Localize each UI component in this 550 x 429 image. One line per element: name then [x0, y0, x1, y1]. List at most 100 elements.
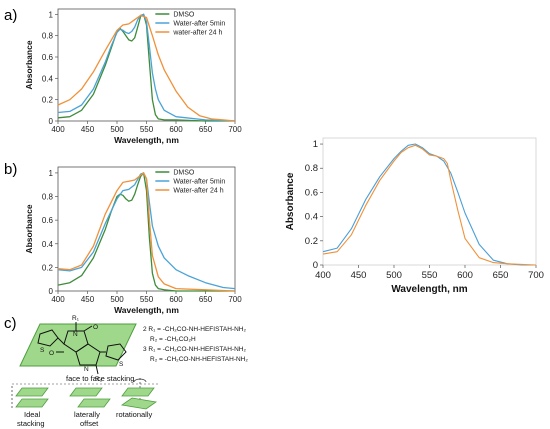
- right-xtick-label-2: 500: [386, 270, 402, 281]
- lateral-sheet-bottom: [77, 398, 111, 408]
- right-xtick-label-1: 450: [351, 270, 367, 281]
- a-xtick-label-4: 600: [169, 125, 183, 134]
- right-ytick-label-2: 0.4: [305, 212, 318, 223]
- b-xlabel: Wavelength, nm: [114, 305, 179, 315]
- right-series-line-0: [322, 143, 536, 266]
- lateral-sheet-top: [69, 387, 103, 397]
- sulfur-right: S: [119, 361, 124, 368]
- a-ytick-label-4: 0.8: [42, 32, 54, 41]
- panel-label-b: b): [4, 161, 17, 178]
- thiophene-right: [105, 343, 127, 361]
- compound2-r2: R₂ = -CH₂CO₂H: [150, 336, 196, 343]
- b-ylabel: Absorbance: [24, 204, 34, 253]
- b-legend-label-0: DMSO: [173, 170, 195, 177]
- sulfur-left: S: [40, 347, 45, 354]
- rot-sheet-top: [121, 387, 155, 397]
- ideal-label-line1: Ideal: [24, 410, 41, 419]
- b-xtick-label-0: 400: [51, 295, 65, 304]
- thiophene-left: [37, 329, 59, 347]
- b-ytick-label-1: 0.2: [42, 263, 54, 272]
- stacking-ideal: Ideal stacking: [11, 386, 49, 428]
- right-xtick-label-0: 400: [315, 270, 331, 281]
- b-xtick-label-1: 450: [81, 295, 95, 304]
- right-xtick-label-5: 650: [493, 270, 509, 281]
- b-xtick-label-6: 700: [228, 295, 242, 304]
- b-xtick-label-2: 500: [110, 295, 124, 304]
- stacking-lateral: laterally offset: [69, 387, 111, 428]
- panel-label-a: a): [4, 7, 17, 24]
- b-xtick-label-4: 600: [169, 295, 183, 304]
- b-ytick-label-3: 0.6: [42, 216, 54, 225]
- ideal-sheet-bottom: [15, 398, 49, 408]
- b-ytick-label-2: 0.4: [42, 240, 54, 249]
- a-series-line-0: [57, 13, 235, 122]
- right-ytick-label-5: 1: [313, 139, 318, 150]
- right-xtick-label-3: 550: [422, 270, 438, 281]
- right-ytick-label-3: 0.6: [305, 187, 318, 198]
- r2-label: R₂: [95, 376, 103, 383]
- lateral-label-line1: laterally: [74, 410, 100, 419]
- compound3-r2: R₂ = -CH₂CO-NH-HEFISTAH-NH₂: [150, 356, 248, 363]
- compound3-r1: 3 R₁ = -CH₂CO-NH-HEFISTAH-NH₂: [143, 346, 246, 353]
- a-xtick-label-3: 550: [140, 125, 154, 134]
- b-xtick-label-5: 650: [199, 295, 213, 304]
- a-xtick-label-0: 400: [51, 125, 65, 134]
- lateral-label-line2: offset: [80, 419, 99, 428]
- thiophene-left-bond: [57, 337, 65, 345]
- compound2-r1: 2 R₁ = -CH₂CO-NH-HEFISTAH-NH₂: [143, 326, 246, 333]
- right-xlabel: Wavelength, nm: [391, 284, 467, 295]
- ideal-sheet-top: [15, 387, 49, 397]
- a-ytick-label-5: 1: [49, 10, 54, 19]
- b-ytick-label-5: 1: [49, 169, 54, 178]
- rot-arrow: [133, 378, 147, 383]
- chart-a: 400 450 500 550 600 650 700 0 0.2 0.4 0.6 0.8 1 Wavel…: [24, 8, 242, 145]
- right-ylabel: Absorbance: [285, 172, 296, 230]
- a-xtick-label-1: 450: [81, 125, 95, 134]
- molecule-plane: [19, 323, 137, 367]
- b-legend-label-2: Water-after 24 h: [173, 188, 223, 195]
- a-legend-label-1: Water-after 5min: [173, 21, 225, 28]
- right-xtick-label-6: 700: [528, 270, 544, 281]
- ideal-label-line2: stacking: [17, 419, 45, 428]
- a-xtick-label-2: 500: [110, 125, 124, 134]
- right-ytick-label-0: 0: [313, 260, 318, 271]
- a-series-line-1: [57, 13, 236, 122]
- a-legend-label-0: DMSO: [173, 12, 195, 19]
- b-series-line-2: [57, 172, 236, 292]
- a-ytick-label-3: 0.6: [42, 53, 54, 62]
- rot-label: rotationally: [116, 410, 153, 419]
- a-ytick-label-0: 0: [49, 117, 54, 126]
- carbonyl-top: [83, 325, 93, 332]
- b-legend-label-1: Water-after 5min: [173, 179, 225, 186]
- r1-label: R₁: [72, 315, 80, 322]
- r2-bond: [95, 364, 99, 375]
- right-ytick-label-1: 0.2: [305, 236, 318, 247]
- a-xlabel: Wavelength, nm: [114, 135, 179, 145]
- b-ytick-label-0: 0: [49, 287, 54, 296]
- a-ytick-label-2: 0.4: [42, 74, 54, 83]
- a-xtick-label-5: 650: [199, 125, 213, 134]
- oxygen-top: O: [93, 324, 98, 331]
- b-xtick-label-3: 550: [140, 295, 154, 304]
- nitrogen-top: N: [73, 331, 78, 338]
- a-ylabel: Absorbance: [24, 40, 34, 89]
- stacking-rotational: rotationally: [116, 378, 158, 419]
- oxygen-left: O: [49, 350, 54, 357]
- right-plot-frame: [322, 137, 537, 266]
- a-ytick-label-1: 0.2: [42, 96, 54, 105]
- panel-label-c: c): [4, 315, 17, 332]
- chart-right: 400 450 500 550 600 650 700 0 0.2 0.4 0.6 0.8 1 Wavel…: [285, 137, 544, 295]
- stacking-title: face to face stacking: [66, 374, 134, 383]
- rot-sheet-bottom: [120, 397, 158, 410]
- b-ytick-label-4: 0.8: [42, 193, 54, 202]
- core-ring-bottom: [75, 343, 101, 366]
- chart-b: 400 450 500 550 600 650 700 0 0.2 0.4 0.6 0.8 1 Wavel…: [24, 166, 242, 315]
- b-series-line-0: [57, 172, 235, 292]
- nitrogen-bottom: N: [84, 366, 89, 373]
- a-series-line-2: [57, 14, 236, 122]
- a-legend-label-2: water-after 24 h: [172, 30, 222, 37]
- right-xtick-label-4: 600: [457, 270, 473, 281]
- molecule-structure: R₁ R₂ O O N N S S: [19, 315, 137, 383]
- a-xtick-label-6: 700: [228, 125, 242, 134]
